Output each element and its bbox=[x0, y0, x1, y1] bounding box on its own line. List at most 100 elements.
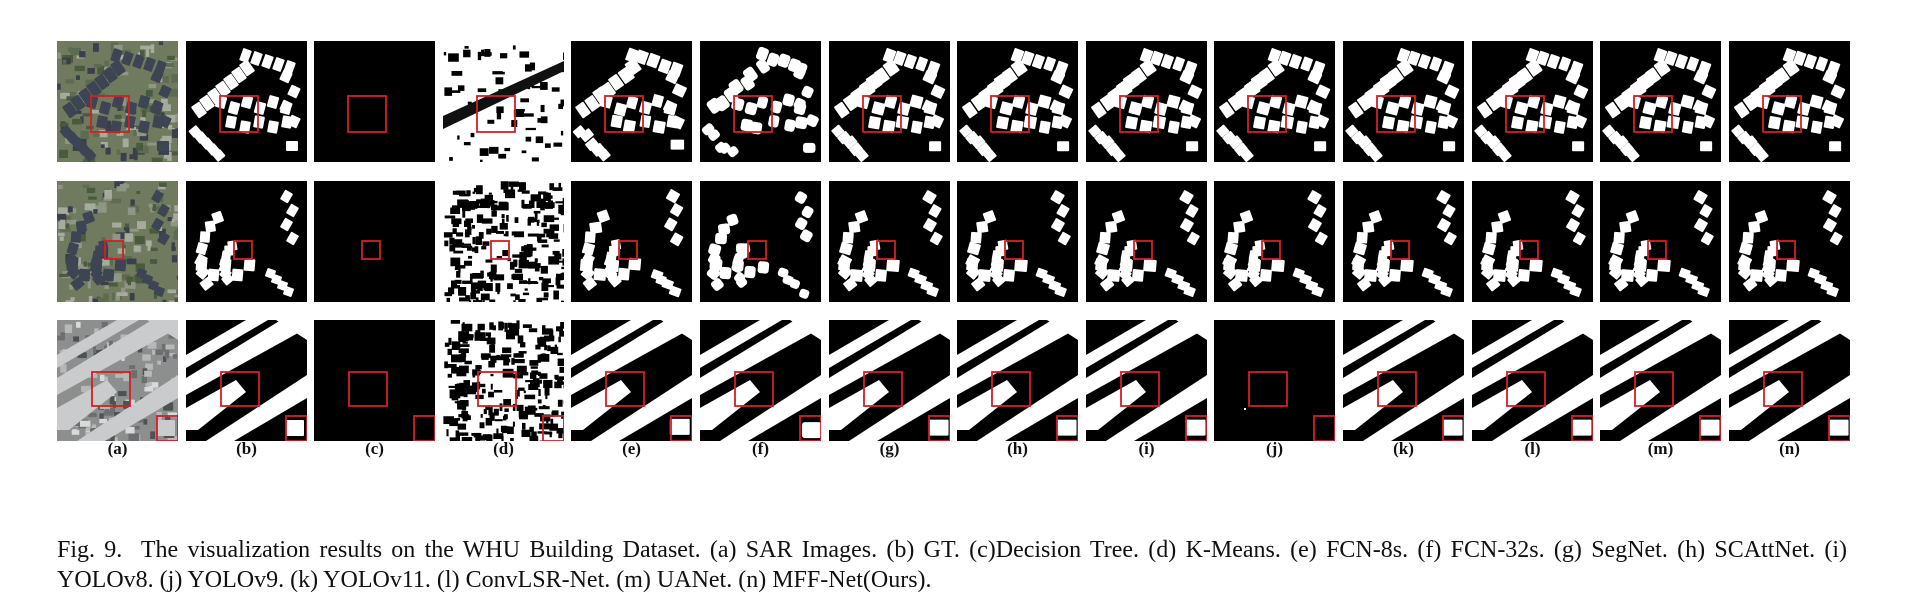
panel-j-row-3 bbox=[1214, 320, 1335, 441]
building-mask bbox=[850, 269, 863, 282]
building-mask bbox=[1572, 420, 1592, 436]
panel-k-row-2 bbox=[1343, 181, 1464, 302]
building-mask bbox=[1314, 141, 1326, 151]
building-mask bbox=[875, 269, 887, 282]
building-mask bbox=[1619, 221, 1631, 233]
panel-l-row-2 bbox=[1472, 181, 1593, 302]
building-mask bbox=[1485, 232, 1496, 244]
panel-c-row-2 bbox=[314, 181, 435, 302]
building-mask bbox=[744, 266, 756, 279]
building-mask bbox=[1829, 420, 1849, 436]
panel-h-row-2 bbox=[957, 181, 1078, 302]
building-mask bbox=[1280, 115, 1294, 129]
building-mask bbox=[1742, 232, 1753, 244]
building-mask bbox=[1639, 116, 1652, 130]
building-mask bbox=[200, 231, 211, 243]
column-label-m: (m) bbox=[1600, 439, 1721, 459]
building-mask bbox=[1493, 269, 1506, 282]
building-mask bbox=[838, 258, 850, 271]
panel-i-row-2 bbox=[1086, 181, 1207, 302]
building-mask bbox=[1023, 115, 1037, 129]
building-mask bbox=[225, 115, 237, 129]
building-mask bbox=[219, 259, 231, 272]
panel-g-row-1 bbox=[829, 41, 950, 162]
building-mask bbox=[1786, 259, 1800, 272]
building-mask bbox=[1296, 120, 1308, 134]
building-mask bbox=[719, 267, 732, 280]
building-mask bbox=[1125, 116, 1138, 130]
building-mask bbox=[1506, 259, 1519, 272]
figure-caption: Fig. 9. The visualization results on the… bbox=[57, 535, 1847, 595]
panel-n-row-1 bbox=[1729, 41, 1850, 162]
panel-f-row-2 bbox=[700, 181, 821, 302]
building-mask bbox=[66, 259, 78, 272]
panel-b-row-3 bbox=[186, 320, 307, 441]
building-mask bbox=[803, 143, 815, 153]
panel-c-row-1 bbox=[314, 41, 435, 162]
building-mask bbox=[996, 116, 1009, 130]
building-mask bbox=[1143, 259, 1157, 272]
building-mask bbox=[1763, 259, 1776, 272]
panel-e-row-3 bbox=[571, 320, 692, 441]
building-mask bbox=[1233, 221, 1245, 233]
building-mask bbox=[1186, 141, 1198, 151]
building-mask bbox=[1120, 259, 1133, 272]
panel-h-row-3 bbox=[957, 320, 1078, 441]
building-mask bbox=[157, 141, 169, 151]
column-label-b: (b) bbox=[186, 439, 307, 459]
panel-a-row-3 bbox=[57, 320, 178, 441]
column-label-e: (e) bbox=[571, 439, 692, 459]
building-mask bbox=[966, 258, 978, 271]
building-mask bbox=[1811, 120, 1823, 134]
building-mask bbox=[623, 119, 636, 133]
column-label-n: (n) bbox=[1729, 439, 1850, 459]
building-mask bbox=[71, 231, 82, 243]
building-mask bbox=[1700, 141, 1712, 151]
building-mask bbox=[929, 420, 949, 436]
building-mask bbox=[1481, 258, 1493, 271]
building-mask bbox=[1352, 258, 1364, 271]
building-mask bbox=[1014, 259, 1028, 272]
panel-f-row-3 bbox=[700, 320, 821, 441]
building-mask bbox=[78, 269, 90, 282]
building-mask bbox=[1518, 269, 1530, 282]
building-mask bbox=[1511, 116, 1524, 130]
panel-j-row-1 bbox=[1214, 41, 1335, 162]
building-mask bbox=[1235, 269, 1248, 282]
panel-b-row-1 bbox=[186, 41, 307, 162]
building-mask bbox=[886, 259, 900, 272]
building-mask bbox=[1260, 269, 1272, 282]
panel-d-row-2 bbox=[443, 181, 564, 302]
building-mask bbox=[585, 231, 596, 243]
building-mask bbox=[1152, 115, 1166, 129]
building-mask bbox=[970, 232, 981, 244]
panel-i-row-1 bbox=[1086, 41, 1207, 162]
building-mask bbox=[1364, 269, 1377, 282]
panel-m-row-2 bbox=[1600, 181, 1721, 302]
building-mask bbox=[1425, 120, 1437, 134]
column-label-a: (a) bbox=[57, 439, 178, 459]
panel-l-row-1 bbox=[1472, 41, 1593, 162]
column-label-i: (i) bbox=[1086, 439, 1207, 459]
building-mask bbox=[670, 419, 690, 435]
building-mask bbox=[757, 261, 769, 274]
building-mask bbox=[671, 140, 685, 150]
building-mask bbox=[286, 420, 304, 436]
panel-f-row-1 bbox=[700, 41, 821, 162]
panel-i-row-3 bbox=[1086, 320, 1207, 441]
building-mask bbox=[732, 259, 744, 272]
building-mask bbox=[978, 269, 991, 282]
column-label-k: (k) bbox=[1343, 439, 1464, 459]
building-mask bbox=[1377, 259, 1390, 272]
building-mask bbox=[96, 115, 108, 129]
building-mask bbox=[715, 233, 728, 245]
building-mask bbox=[1572, 141, 1584, 151]
building-mask bbox=[1748, 221, 1760, 233]
figure-grid: (a)(b)(c)(d)(e)(f)(g)(h)(i)(j)(k)(l)(m)(… bbox=[0, 0, 1906, 470]
building-mask bbox=[868, 116, 881, 130]
building-mask bbox=[911, 120, 923, 134]
building-mask bbox=[1554, 120, 1566, 134]
panel-g-row-2 bbox=[829, 181, 950, 302]
building-mask bbox=[1227, 232, 1238, 244]
building-mask bbox=[1621, 269, 1634, 282]
